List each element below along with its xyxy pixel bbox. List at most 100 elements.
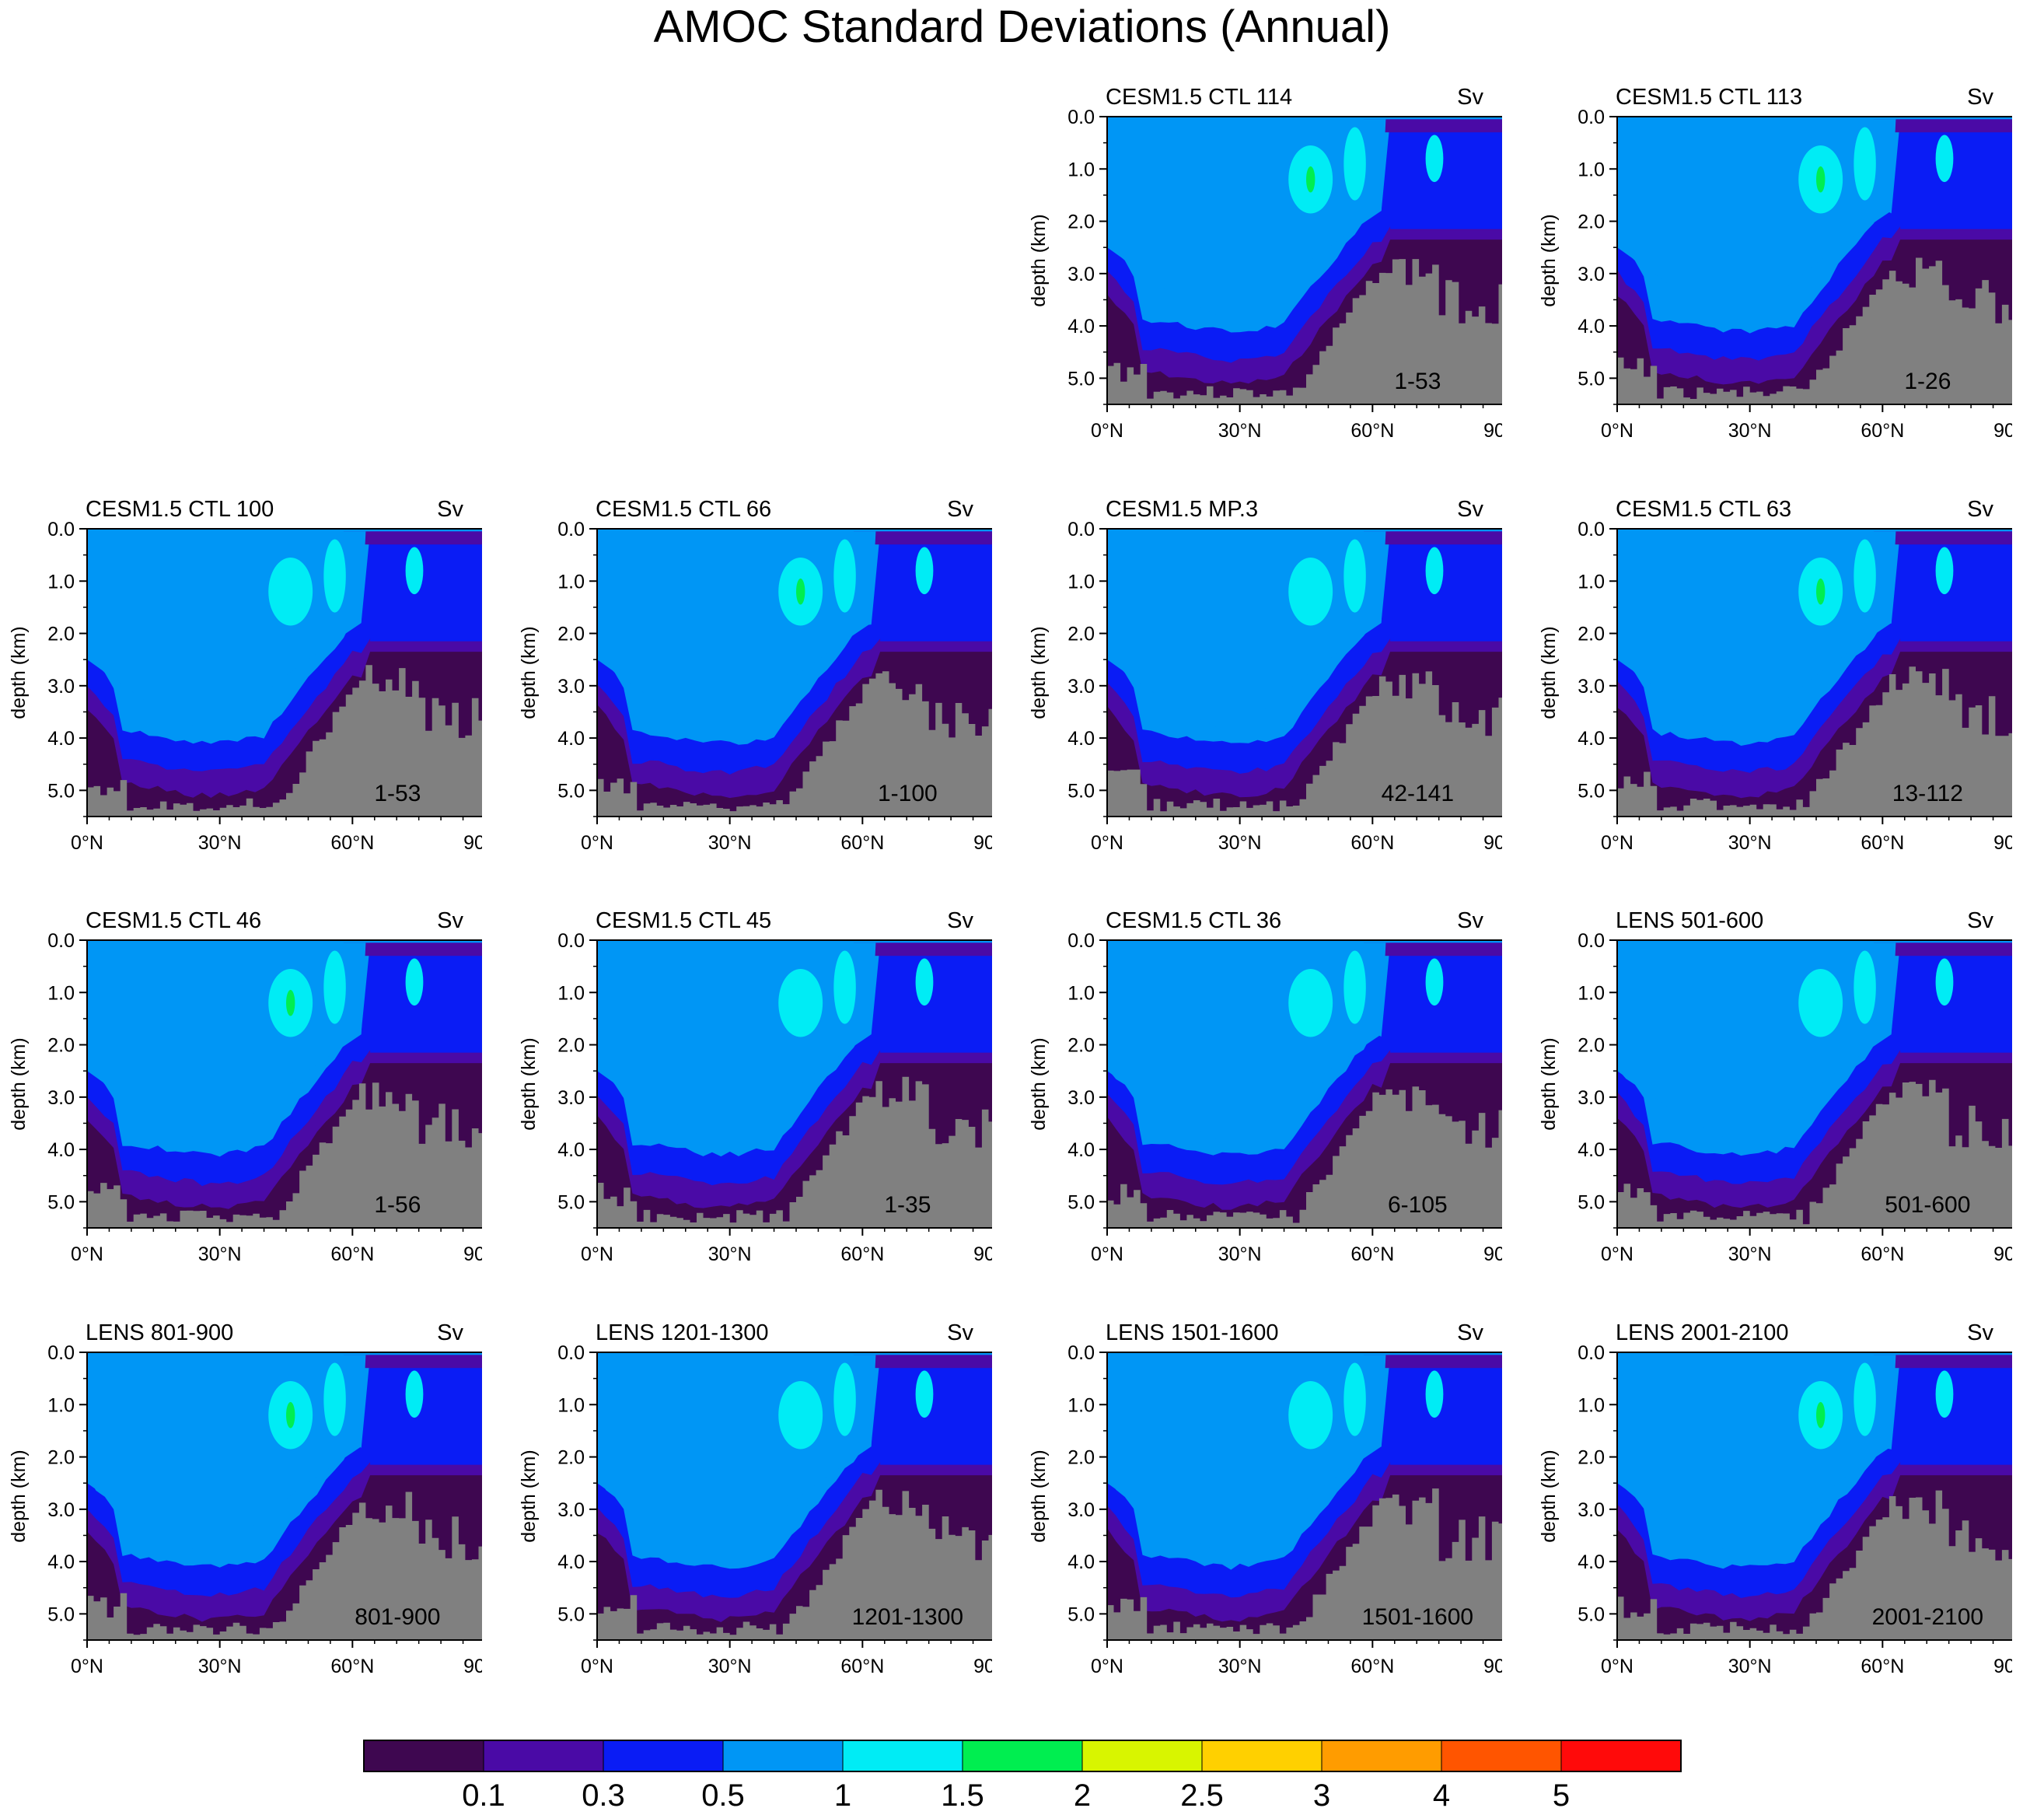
level-fill — [1900, 544, 2012, 642]
panel-title: LENS 1201-1300 — [596, 1320, 769, 1345]
level-fill — [1873, 119, 2012, 133]
level-fill — [1873, 942, 2012, 956]
y-tick-label: 5.0 — [47, 1191, 75, 1213]
panel-0: CESM1.5 CTL 114 Sv 0.0 1.0 2.0 3.0 4.0 5.0 depth… — [1020, 84, 1502, 488]
y-tick-label: 2.0 — [557, 1035, 585, 1057]
x-tick-label: 0°N — [1091, 1656, 1123, 1677]
colorbar-swatch — [842, 1740, 963, 1772]
y-axis-label: depth (km) — [8, 1037, 30, 1130]
x-tick-label: 90°N — [1993, 832, 2012, 854]
x-tick-label: 90°N — [1993, 420, 2012, 442]
panel-6: CESM1.5 CTL 46 Sv 0.0 1.0 2.0 3.0 4.0 5.0 depth … — [0, 908, 482, 1312]
level-fill — [1390, 956, 1502, 1053]
y-tick-label: 1.0 — [557, 1394, 585, 1416]
x-tick-label: 90°N — [463, 832, 482, 854]
x-tick-label: 0°N — [1601, 832, 1633, 854]
level-fill — [1343, 539, 1366, 613]
level-fill — [1935, 135, 1954, 183]
colorbar-label: 3 — [1313, 1778, 1330, 1813]
level-fill — [915, 958, 934, 1006]
level-fill — [853, 942, 992, 956]
y-tick-label: 4.0 — [1578, 1551, 1605, 1573]
y-tick-label: 5.0 — [47, 780, 75, 802]
y-tick-label: 0.0 — [47, 519, 75, 540]
land-mask — [87, 1492, 482, 1640]
panel-title: LENS 2001-2100 — [1616, 1320, 1789, 1345]
y-tick-label: 1.0 — [47, 571, 75, 593]
x-tick-label: 30°N — [1728, 832, 1772, 854]
y-tick-label: 2.0 — [47, 624, 75, 645]
x-tick-label: 0°N — [71, 832, 103, 854]
level-fill — [833, 950, 856, 1024]
y-axis-label: depth (km) — [1538, 1037, 1560, 1130]
level-fill — [796, 578, 805, 605]
x-tick-label: 30°N — [198, 1243, 242, 1265]
panel-title: CESM1.5 CTL 113 — [1616, 85, 1803, 110]
contour-plot: 0.0 1.0 2.0 3.0 4.0 5.0 depth (km) 0°N 30°N 60°N 9… — [8, 519, 482, 854]
panel-units: Sv — [437, 908, 463, 933]
panel-title: CESM1.5 CTL 46 — [86, 908, 262, 933]
level-fill — [1343, 127, 1366, 201]
x-tick-label: 30°N — [1728, 1243, 1772, 1265]
level-fill — [343, 1355, 482, 1369]
y-tick-label: 4.0 — [1578, 728, 1605, 750]
x-tick-label: 90°N — [1993, 1243, 2012, 1265]
y-tick-label: 2.0 — [1067, 212, 1095, 233]
colorbar-label: 4 — [1433, 1778, 1450, 1813]
level-fill — [286, 989, 295, 1016]
colorbar-swatch — [962, 1740, 1083, 1772]
y-tick-label: 5.0 — [557, 780, 585, 802]
land-mask — [597, 671, 992, 817]
colorbar-label: 1 — [834, 1778, 851, 1813]
panel-2: CESM1.5 CTL 100 Sv 0.0 1.0 2.0 3.0 4.0 5.0 depth… — [0, 496, 482, 901]
y-tick-label: 3.0 — [1578, 676, 1605, 698]
level-fill — [833, 1362, 856, 1436]
panel-title: LENS 1501-1600 — [1106, 1320, 1279, 1345]
y-axis-label: depth (km) — [1028, 626, 1050, 719]
level-fill — [1343, 950, 1366, 1024]
y-tick-label: 3.0 — [47, 1087, 75, 1109]
y-axis-label: depth (km) — [1028, 1450, 1050, 1542]
y-tick-label: 4.0 — [1578, 316, 1605, 337]
contour-plot: 0.0 1.0 2.0 3.0 4.0 5.0 depth (km) 0°N 30°N 60°N 9… — [1028, 1342, 1502, 1677]
panel-title: CESM1.5 CTL 63 — [1616, 497, 1792, 522]
x-tick-label: 60°N — [1350, 1243, 1394, 1265]
land-mask — [597, 1489, 992, 1640]
period-label: 1501-1600 — [1362, 1604, 1473, 1630]
panel-10: LENS 801-900 Sv 0.0 1.0 2.0 3.0 4.0 5.0 depth (k… — [0, 1320, 482, 1724]
period-label: 501-600 — [1885, 1192, 1970, 1218]
colorbar-swatch — [722, 1740, 844, 1772]
level-fill — [1425, 1370, 1444, 1418]
level-fill — [880, 1368, 992, 1465]
land-mask — [597, 1076, 992, 1228]
y-axis-label: depth (km) — [8, 1450, 30, 1542]
y-tick-label: 0.0 — [1578, 1342, 1605, 1364]
level-fill — [1390, 132, 1502, 229]
y-tick-label: 3.0 — [557, 1499, 585, 1521]
x-tick-label: 0°N — [71, 1656, 103, 1677]
level-fill — [1390, 544, 1502, 642]
level-fill — [323, 539, 346, 613]
level-fill — [1288, 558, 1333, 626]
y-tick-label: 2.0 — [1578, 1447, 1605, 1469]
level-fill — [1363, 1355, 1502, 1369]
level-fill — [343, 531, 482, 545]
panel-title: CESM1.5 CTL 66 — [596, 497, 772, 522]
x-tick-label: 90°N — [1993, 1656, 2012, 1677]
y-tick-label: 3.0 — [1578, 264, 1605, 285]
y-axis-label: depth (km) — [1028, 214, 1050, 306]
level-fill — [1816, 166, 1826, 193]
figure-title: AMOC Standard Deviations (Annual) — [653, 2, 1391, 52]
y-tick-label: 0.0 — [1067, 107, 1095, 128]
y-tick-label: 0.0 — [1578, 107, 1605, 128]
y-tick-label: 1.0 — [557, 571, 585, 593]
y-tick-label: 1.0 — [1067, 571, 1095, 593]
y-tick-label: 5.0 — [1578, 780, 1605, 802]
y-tick-label: 4.0 — [47, 1139, 75, 1161]
x-tick-label: 90°N — [1483, 1243, 1502, 1265]
level-fill — [405, 1370, 424, 1418]
y-tick-label: 0.0 — [557, 519, 585, 540]
x-tick-label: 30°N — [1218, 832, 1262, 854]
contour-plot: 0.0 1.0 2.0 3.0 4.0 5.0 depth (km) 0°N 30°N 60°N 9… — [1538, 519, 2012, 854]
